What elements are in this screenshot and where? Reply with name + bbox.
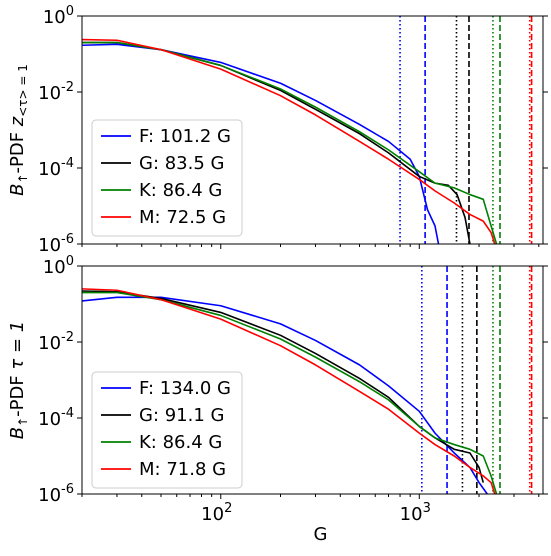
panel-top-ytick-label-0: 100 — [43, 4, 74, 28]
panel-bottom-plot-area — [82, 266, 533, 494]
panel-top-legend-label-0: F: 101.2 G — [139, 126, 231, 147]
panel-bottom-legend-label-1: G: 91.1 G — [139, 405, 224, 426]
panel-bottom-series-line-2 — [82, 291, 498, 494]
panel-top: 100 10-2 10-4 10-6 B↑-PDF z<τ> = 1 F: 101.2 G… — [7, 4, 548, 256]
panel-top-legend: F: 101.2 G G: 83.5 G K: 86.4 G M: 72.5 G — [91, 119, 243, 237]
panel-bottom-ytick-label-0: 100 — [43, 254, 74, 278]
panel-bottom: 100 10-2 10-4 10-6 102 103 G B↑-PDF τ = 1 F: 134… — [7, 254, 548, 545]
panel-bottom-legend: F: 134.0 G G: 91.1 G K: 86.4 G M: 71.8 G — [91, 371, 243, 489]
panel-top-legend-label-3: M: 72.5 G — [139, 207, 226, 228]
panel-top-ytick-label-2: 10-4 — [38, 156, 74, 180]
panel-top-plot-area — [82, 16, 533, 244]
panel-top-series-line-3 — [82, 38, 496, 244]
panel-top-axes-frame — [81, 15, 544, 245]
panel-top-legend-label-2: K: 86.4 G — [139, 180, 222, 201]
panel-top-ylabel: B↑-PDF z<τ> = 1 — [7, 64, 30, 196]
panel-bottom-xtick-label-0: 102 — [201, 501, 232, 525]
panel-bottom-axes-frame — [81, 265, 544, 495]
panel-top-legend-label-1: G: 83.5 G — [139, 153, 224, 174]
panel-bottom-xtick-label-1: 103 — [400, 501, 431, 525]
panel-bottom-legend-label-2: K: 86.4 G — [139, 432, 222, 453]
panel-bottom-series-line-1 — [82, 290, 485, 483]
panel-bottom-ylabel: B↑-PDF τ = 1 — [7, 321, 30, 440]
panel-bottom-xlabel: G — [314, 524, 328, 545]
panel-top-legend-box — [91, 119, 243, 237]
panel-top-ytick-label-1: 10-2 — [38, 80, 74, 104]
panel-top-ytick-label-3: 10-6 — [38, 232, 74, 256]
panel-bottom-legend-label-3: M: 71.8 G — [139, 459, 226, 480]
panel-bottom-ytick-label-1: 10-2 — [38, 330, 74, 354]
panel-bottom-legend-label-0: F: 134.0 G — [139, 378, 231, 399]
panel-bottom-ytick-label-3: 10-6 — [38, 482, 74, 506]
panel-bottom-ytick-label-2: 10-4 — [38, 406, 74, 430]
panel-bottom-series-line-3 — [82, 288, 496, 494]
panel-bottom-legend-box — [91, 371, 243, 489]
panel-top-series-line-2 — [82, 41, 498, 244]
